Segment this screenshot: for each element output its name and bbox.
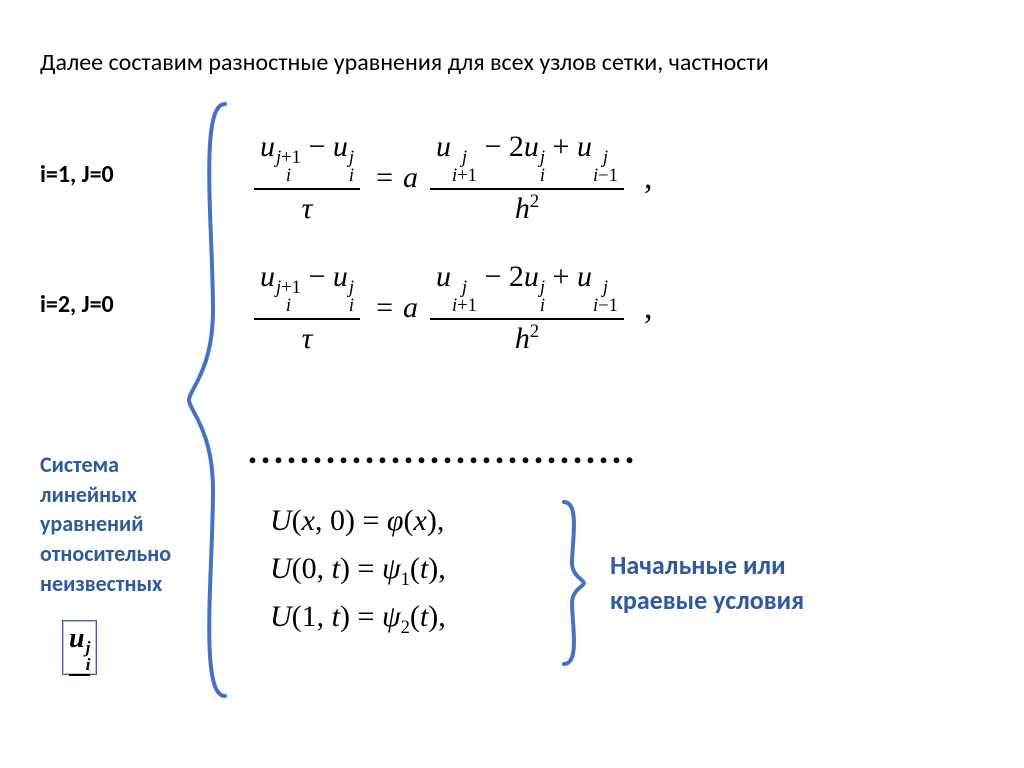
system-line-5: неизвестных [40,569,171,599]
equation-trailing-comma: , [644,159,653,197]
conditions-label-line-2: краевые условия [610,583,804,618]
boundary-conditions: U(x, 0) = φ(x), U(0, t) = ψ1(t), U(1, t)… [270,490,446,648]
system-description-text: Система линейных уравнений относительно … [40,450,171,598]
index-label-2: i=2, J=0 [40,290,114,319]
ellipsis-row: .............................. [248,430,638,472]
system-line-3: уравнений [40,509,171,539]
page-heading: Далее составим разностные уравнения для … [40,48,769,77]
big-left-brace [185,100,229,700]
conditions-label: Начальные или краевые условия [610,548,804,618]
system-line-2: линейных [40,480,171,510]
difference-equation-1: uj+1i − uji τ = a uji+1 − 2uji + uji−1 h… [248,130,652,226]
difference-equation-2: uj+1i − uji τ = a uji+1 − 2uji + uji−1 h… [248,260,652,356]
system-line-1: Система [40,450,171,480]
equation-trailing-comma-2: , [644,289,653,327]
index-label-1: i=1, J=0 [40,160,114,189]
unknowns-symbol-box: uji [62,620,97,675]
condition-2: U(0, t) = ψ1(t), [270,552,446,586]
condition-3: U(1, t) = ψ2(t), [270,600,446,634]
system-line-4: относительно [40,539,171,569]
conditions-label-line-1: Начальные или [610,548,804,583]
small-right-brace [560,498,586,668]
condition-1: U(x, 0) = φ(x), [270,504,446,538]
